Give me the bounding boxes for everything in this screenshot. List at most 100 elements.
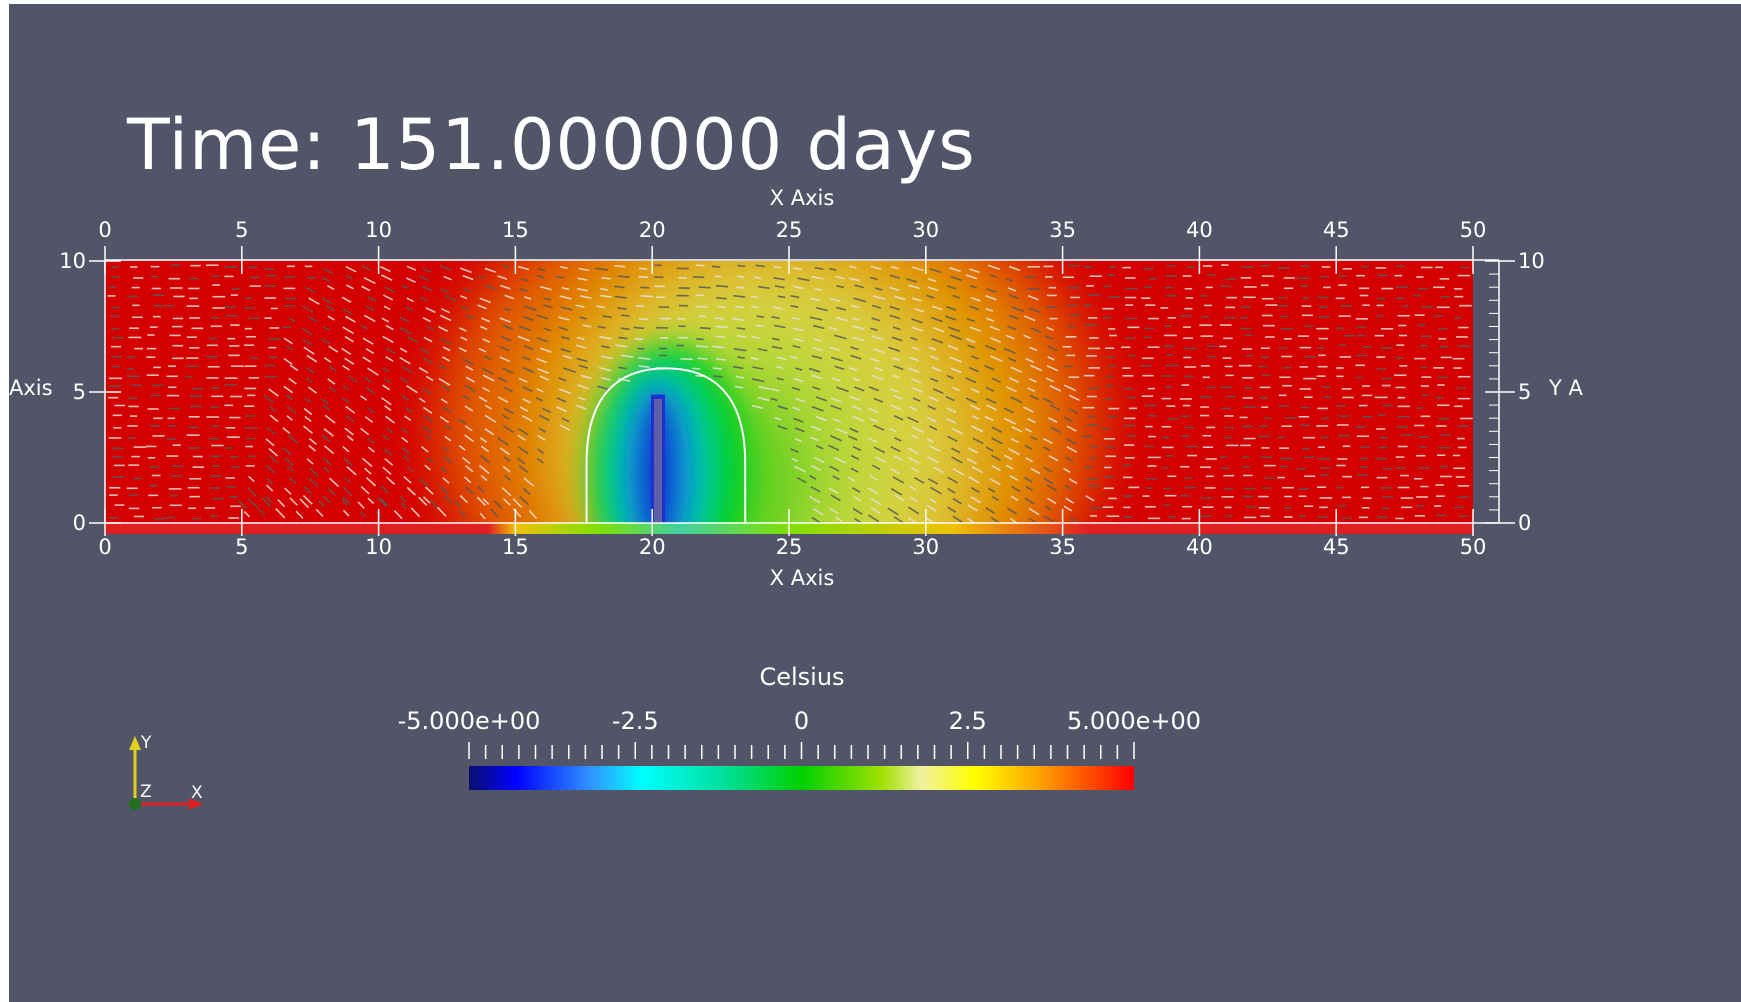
flow-glyph <box>1047 345 1058 352</box>
render-viewport[interactable]: Time: 151.000000 days <box>9 4 1741 1002</box>
flow-glyph <box>928 425 938 431</box>
flow-glyph <box>640 286 650 289</box>
flow-glyph <box>971 415 980 420</box>
flow-glyph <box>1010 495 1019 502</box>
flow-glyph <box>1023 406 1034 413</box>
flow-glyph <box>504 474 512 482</box>
flow-glyph <box>1010 437 1020 444</box>
flow-glyph <box>770 397 778 402</box>
flow-glyph <box>853 297 867 303</box>
flow-glyph <box>891 336 903 342</box>
flow-glyph <box>345 315 356 323</box>
flow-glyph <box>716 297 727 300</box>
flow-glyph <box>480 325 488 331</box>
flow-glyph <box>1008 314 1019 320</box>
flow-glyph <box>1024 444 1033 450</box>
flow-glyph <box>401 395 409 401</box>
flow-glyph <box>543 304 553 309</box>
flow-glyph <box>927 286 939 292</box>
flow-glyph <box>965 337 976 344</box>
flow-glyph <box>579 295 592 300</box>
flow-glyph <box>598 366 612 372</box>
flow-glyph <box>1005 334 1015 340</box>
flow-glyph <box>772 306 784 310</box>
flow-glyph <box>852 507 863 515</box>
flow-glyph <box>968 305 979 311</box>
flow-glyph <box>970 486 980 494</box>
flow-glyph <box>459 327 467 332</box>
flow-glyph <box>947 285 957 290</box>
flow-glyph <box>809 474 817 480</box>
flow-glyph <box>536 314 549 320</box>
flow-glyph <box>947 326 961 333</box>
flow-glyph <box>634 337 644 341</box>
flow-glyph <box>263 394 275 404</box>
flow-glyph <box>815 396 828 402</box>
flow-glyph <box>346 466 357 476</box>
flow-glyph <box>911 346 920 351</box>
flow-glyph <box>323 357 332 363</box>
flow-glyph <box>536 274 545 279</box>
flow-glyph <box>275 508 286 519</box>
flow-glyph <box>835 427 848 435</box>
flow-glyph <box>986 404 998 411</box>
flow-glyph <box>850 467 859 473</box>
flow-glyph <box>907 506 920 515</box>
flow-glyph <box>268 405 277 413</box>
flow-glyph <box>695 374 704 378</box>
flow-glyph <box>732 317 745 322</box>
flow-glyph <box>393 510 403 520</box>
flow-glyph <box>816 307 828 312</box>
flow-glyph <box>596 305 606 309</box>
flow-glyph <box>836 306 847 311</box>
flow-glyph <box>851 325 865 331</box>
flow-glyph <box>265 464 275 474</box>
flow-glyph <box>576 357 588 363</box>
flow-glyph <box>321 276 331 283</box>
flow-glyph <box>1030 435 1038 441</box>
flow-glyph <box>399 376 409 384</box>
flow-glyph <box>836 284 845 289</box>
flow-glyph <box>324 414 336 424</box>
flow-glyph <box>965 377 977 384</box>
flow-glyph <box>359 510 367 518</box>
flow-glyph <box>1043 437 1053 444</box>
flow-glyph <box>793 465 806 473</box>
flow-glyph <box>792 267 803 271</box>
flow-glyph <box>385 356 394 362</box>
flow-glyph <box>418 366 429 374</box>
flow-glyph <box>809 495 821 504</box>
flow-glyph <box>991 377 1002 383</box>
flow-glyph <box>715 284 729 288</box>
flow-glyph <box>931 305 943 311</box>
flow-glyph <box>462 456 471 465</box>
flow-glyph <box>1068 408 1079 415</box>
flow-glyph <box>832 475 840 481</box>
flow-glyph <box>812 508 824 516</box>
flow-glyph <box>790 448 799 454</box>
flow-glyph <box>443 495 453 504</box>
flow-glyph <box>1044 505 1052 511</box>
flow-glyph <box>299 498 310 509</box>
flow-glyph <box>502 414 510 420</box>
x-tick-label-top: 35 <box>1049 218 1076 242</box>
flow-glyph <box>1085 494 1095 502</box>
flow-glyph <box>637 347 645 350</box>
flow-glyph <box>536 448 545 454</box>
flow-glyph <box>306 458 314 465</box>
flow-glyph <box>871 317 881 322</box>
flow-glyph <box>965 274 978 280</box>
flow-glyph <box>458 509 467 518</box>
flow-glyph <box>341 499 348 506</box>
flow-glyph <box>1027 387 1036 393</box>
flow-glyph <box>464 384 477 393</box>
flow-glyph <box>871 374 884 381</box>
flow-glyph <box>834 456 847 464</box>
flow-glyph <box>927 477 939 485</box>
flow-glyph <box>989 325 1000 331</box>
flow-glyph <box>305 286 316 294</box>
flow-glyph <box>286 415 293 421</box>
flow-glyph <box>484 404 492 410</box>
flow-glyph <box>851 415 865 422</box>
flow-glyph <box>601 276 611 280</box>
